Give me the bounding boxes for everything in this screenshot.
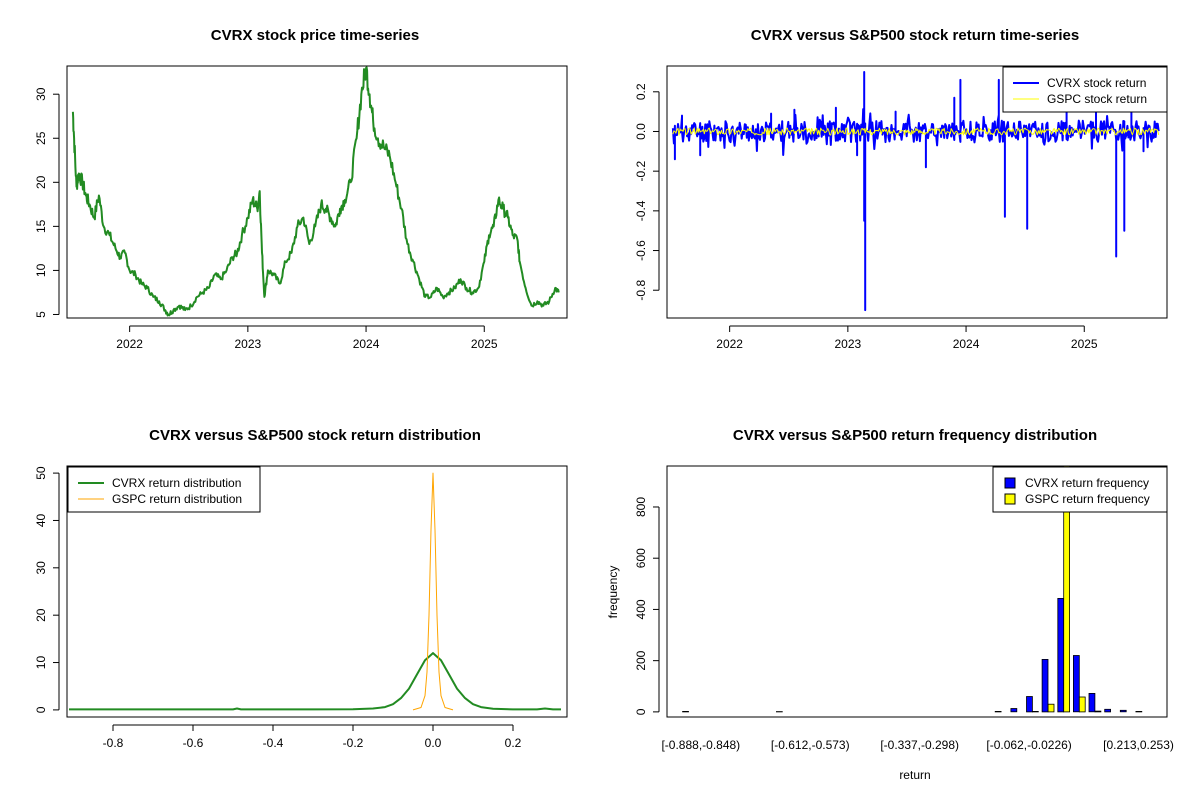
p1-y-tick-label: 5 xyxy=(34,311,48,318)
p2-plot-frame xyxy=(666,65,1168,319)
p3-y-tick-label: 0 xyxy=(34,706,48,713)
p4-x-category-label: [0.213,0.253) xyxy=(1103,738,1174,752)
panel-4-title: CVRX versus S&P500 return frequency dist… xyxy=(733,427,1097,444)
p3-y-tick-label: 50 xyxy=(34,466,48,480)
p4-x-axis-title: return xyxy=(899,768,930,782)
p4-y-tick-label: 800 xyxy=(634,497,648,517)
p2-y-tick-label: -0.4 xyxy=(634,200,648,221)
p1-price-line xyxy=(71,66,560,317)
p2-x-tick-label: 2022 xyxy=(716,337,743,351)
p1-y-tick-label: 20 xyxy=(34,175,48,189)
p4-bar-cvrx xyxy=(1057,598,1065,713)
p4-y-axis-title: frequency xyxy=(606,566,620,619)
p2-gspc-return-line xyxy=(672,127,1160,136)
p4-bar-cvrx xyxy=(1104,708,1111,713)
p2-legend-label: GSPC stock return xyxy=(1047,92,1147,106)
p4-bar-cvrx xyxy=(1088,693,1096,713)
p1-x-tick-label: 2022 xyxy=(116,337,143,351)
p4-bar-cvrx xyxy=(994,711,1002,713)
p2-y-tick-label: -0.2 xyxy=(634,161,648,182)
p4-y-tick-label: 600 xyxy=(634,548,648,568)
p3-x-tick-label: -0.2 xyxy=(343,736,364,750)
p2-x-tick-label: 2025 xyxy=(1071,337,1098,351)
p3-gspc-density-line xyxy=(412,472,454,711)
p3-y-tick-label: 20 xyxy=(34,608,48,622)
p4-bar-cvrx xyxy=(682,711,689,713)
p4-x-category-label: [-0.612,-0.573) xyxy=(771,738,850,752)
p4-legend-swatch xyxy=(1004,493,1016,505)
p1-plot-frame xyxy=(66,65,568,319)
p4-y-tick-label: 200 xyxy=(634,650,648,670)
p4-bar-gspc xyxy=(1047,703,1055,713)
p3-plot-frame xyxy=(66,465,568,718)
p4-bar-cvrx xyxy=(1010,708,1018,713)
p3-x-tick-label: -0.8 xyxy=(103,736,124,750)
p1-x-tick-label: 2023 xyxy=(234,337,261,351)
p1-y-tick-label: 30 xyxy=(34,87,48,101)
p4-plot-frame xyxy=(666,465,1168,718)
panel-2-title: CVRX versus S&P500 stock return time-ser… xyxy=(751,27,1079,44)
p1-x-tick-label: 2024 xyxy=(353,337,380,351)
p3-legend-box xyxy=(67,466,261,513)
p1-y-tick-label: 15 xyxy=(34,219,48,233)
p4-bar-cvrx xyxy=(1119,709,1127,713)
p3-legend-label: GSPC return distribution xyxy=(112,492,242,506)
p4-y-tick-label: 400 xyxy=(634,599,648,619)
p3-y-tick-label: 10 xyxy=(34,656,48,670)
p4-bar-cvrx xyxy=(1041,659,1049,713)
p2-y-tick-label: -0.8 xyxy=(634,280,648,301)
p4-y-tick-label: 0 xyxy=(634,708,648,715)
p4-legend-swatch xyxy=(1004,477,1016,489)
p2-x-tick-label: 2023 xyxy=(834,337,861,351)
p4-bar-cvrx xyxy=(1073,655,1080,713)
p4-x-category-label: [-0.337,-0.298) xyxy=(880,738,959,752)
panel-1-title: CVRX stock price time-series xyxy=(211,27,419,44)
p2-legend-label: CVRX stock return xyxy=(1047,76,1146,90)
p4-bar-gspc xyxy=(1063,465,1070,713)
p3-cvrx-density-line xyxy=(69,652,561,711)
p3-x-tick-label: -0.4 xyxy=(263,736,284,750)
p4-bar-gspc xyxy=(1094,710,1102,713)
p1-y-tick-label: 25 xyxy=(34,131,48,145)
p3-legend-label: CVRX return distribution xyxy=(112,476,241,490)
p2-y-tick-label: 0.2 xyxy=(634,83,648,100)
p3-x-tick-label: 0.0 xyxy=(425,736,442,750)
p2-y-tick-label: -0.6 xyxy=(634,240,648,261)
p3-y-tick-label: 40 xyxy=(34,513,48,527)
p4-x-category-label: [-0.888,-0.848) xyxy=(661,738,740,752)
panel-3-title: CVRX versus S&P500 stock return distribu… xyxy=(149,427,481,444)
p4-bar-cvrx xyxy=(1135,711,1143,713)
p1-y-tick-label: 10 xyxy=(34,263,48,277)
p4-bar-gspc xyxy=(1078,696,1086,713)
p3-x-tick-label: 0.2 xyxy=(505,736,522,750)
p3-x-tick-label: -0.6 xyxy=(183,736,204,750)
p4-legend-label: GSPC return frequency xyxy=(1025,492,1150,506)
p2-legend-box xyxy=(1002,66,1168,113)
p4-x-category-label: [-0.062,-0.0226) xyxy=(986,738,1071,752)
p4-legend-box xyxy=(992,466,1168,513)
p4-bar-gspc xyxy=(1032,711,1039,713)
p4-legend-label: CVRX return frequency xyxy=(1025,476,1149,490)
p4-bar-cvrx xyxy=(1026,696,1033,713)
p2-y-tick-label: 0.0 xyxy=(634,123,648,140)
p1-x-tick-label: 2025 xyxy=(471,337,498,351)
p2-x-tick-label: 2024 xyxy=(953,337,980,351)
p3-y-tick-label: 30 xyxy=(34,561,48,575)
